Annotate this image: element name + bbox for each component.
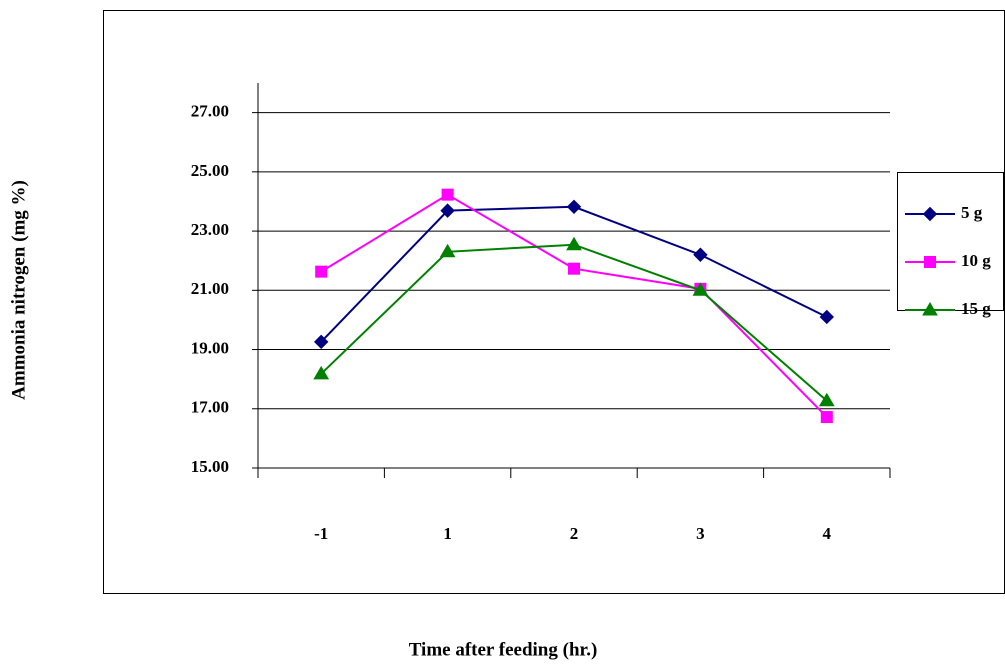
legend-label: 15 g [961,299,991,318]
y-tick-label: 23.00 [191,220,229,239]
page: Time after feeding (hr.) Ammonia nitroge… [0,0,1005,667]
y-tick-label: 25.00 [191,161,229,180]
legend-marker [925,257,936,268]
legend-box [898,173,1004,311]
data-point [442,189,453,200]
y-tick-label: 19.00 [191,338,229,357]
y-tick-label: 17.00 [191,398,229,417]
data-point [820,310,833,323]
y-tick-label: 15.00 [191,457,229,476]
x-tick-label: 1 [443,524,452,543]
x-tick-label: 3 [696,524,705,543]
data-point [567,238,581,250]
x-tick-label: 2 [570,524,579,543]
x-tick-label: -1 [314,524,328,543]
data-point [568,200,581,213]
y-tick-label: 27.00 [191,102,229,121]
data-point [694,248,707,261]
series-line [321,195,827,417]
chart: Time after feeding (hr.) Ammonia nitroge… [0,0,1005,667]
data-point [316,266,327,277]
legend-label: 10 g [961,251,991,270]
data-point [569,263,580,274]
chart-frame [104,11,1005,594]
x-axis-title: Time after feeding (hr.) [409,639,598,660]
legend-label: 5 g [961,203,983,222]
y-tick-label: 21.00 [191,279,229,298]
x-tick-label: 4 [823,524,832,543]
y-axis-title: Ammonia nitrogen (mg %) [8,180,29,400]
data-point [821,412,832,423]
